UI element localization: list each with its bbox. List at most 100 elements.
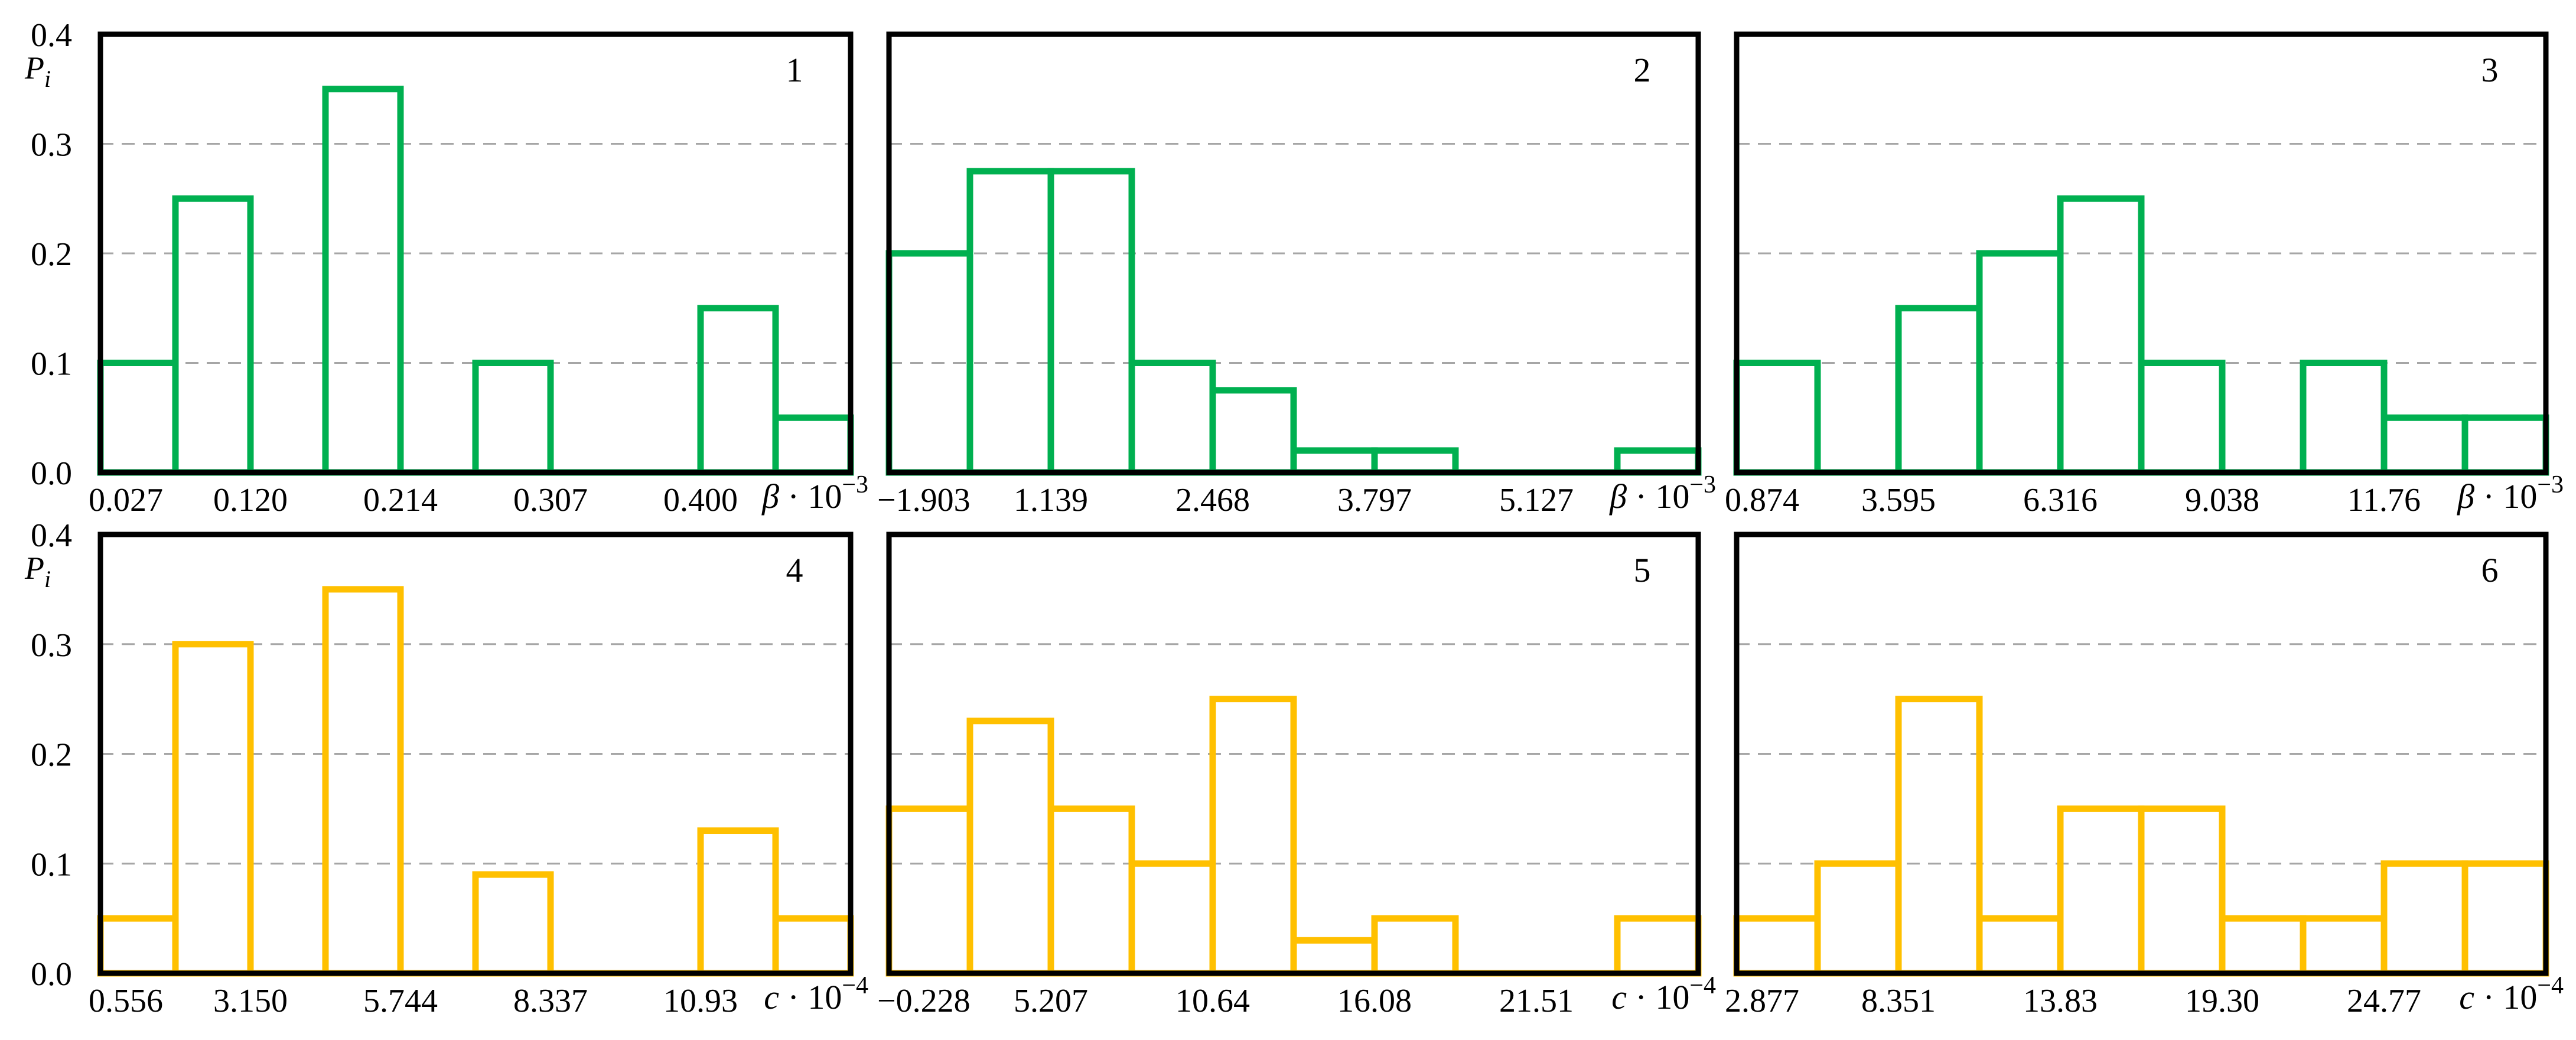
x-tick-label: −0.228	[877, 983, 971, 1019]
plot-frame	[97, 532, 854, 976]
y-tick-label: 0.4	[31, 517, 72, 554]
x-tick-label: 9.038	[2185, 482, 2259, 519]
plot-frame	[1734, 31, 2549, 475]
y-tick-label: 0.3	[31, 127, 72, 164]
x-tick-label: 0.400	[663, 482, 738, 519]
plot-frame	[886, 31, 1701, 475]
histogram-bar	[1290, 937, 1378, 977]
y-tick-label: 0.1	[31, 846, 72, 883]
x-axis-label: c · 10−4	[1611, 972, 1716, 1016]
histogram-bar	[2380, 414, 2468, 476]
x-tick-label: 5.744	[363, 983, 438, 1019]
y-axis-label: Pi	[24, 550, 51, 592]
histogram-bar	[322, 86, 404, 476]
x-tick-label: 8.351	[1861, 983, 1936, 1019]
x-axis-label: c · 10−4	[2459, 972, 2564, 1016]
histogram-bar	[172, 195, 254, 476]
y-tick-label: 0.4	[31, 17, 72, 54]
histogram-bar	[2380, 860, 2468, 977]
x-axis-label: β · 10−3	[2457, 471, 2564, 516]
histogram-bar	[1614, 915, 1702, 977]
x-axis-label: β · 10−3	[1609, 471, 1716, 516]
panel-number: 5	[1634, 551, 1651, 589]
histogram-bar	[1733, 915, 1821, 977]
histogram-bar	[472, 871, 554, 977]
x-tick-label: 19.30	[2185, 983, 2259, 1019]
histogram-bar	[2057, 805, 2145, 977]
y-tick-label: 0.0	[31, 455, 72, 492]
y-tick-label: 0.2	[31, 236, 72, 273]
x-tick-label: 16.08	[1337, 983, 1412, 1019]
histogram-bar	[2138, 360, 2226, 476]
x-tick-label: 11.76	[2347, 482, 2421, 519]
histogram-bar	[966, 718, 1054, 977]
x-tick-label: 5.207	[1014, 983, 1088, 1019]
histogram-panel-6: 6 2.877 8.351 13.83 19.30 24.77 c · 10−4	[1725, 532, 2564, 1019]
y-axis-row-1: 0.0 0.1 0.2 0.3 0.4Pi	[24, 17, 72, 492]
x-tick-label: 0.307	[513, 482, 588, 519]
histogram-bar	[697, 305, 779, 476]
histogram-bar	[966, 168, 1054, 476]
histogram-panel-2: 2 −1.903 1.139 2.468 3.797 5.127 β · 10−3	[877, 31, 1716, 519]
x-tick-label: 21.51	[1499, 983, 1574, 1019]
histogram-bar	[1128, 360, 1216, 476]
histogram-bar	[1614, 447, 1702, 476]
x-tick-label: 8.337	[513, 983, 588, 1019]
panel-number: 2	[1634, 51, 1651, 89]
histogram-bar	[885, 805, 973, 977]
histogram-bar	[172, 641, 254, 977]
x-tick-label: 13.83	[2023, 983, 2098, 1019]
histogram-bar	[2057, 195, 2145, 476]
x-axis-label: c · 10−4	[764, 972, 868, 1016]
histogram-bar	[2461, 414, 2549, 476]
x-tick-label: 1.139	[1014, 482, 1088, 519]
y-tick-label: 0.2	[31, 737, 72, 774]
x-tick-label: 3.797	[1337, 482, 1412, 519]
y-axis-row-2: 0.0 0.1 0.2 0.3 0.4Pi	[24, 517, 72, 993]
plot-frame	[886, 532, 1701, 976]
histogram-bar	[97, 915, 179, 977]
histogram-bar	[97, 360, 179, 476]
x-tick-label: 3.150	[213, 983, 288, 1019]
histogram-bar	[1814, 860, 1902, 977]
panel-number: 6	[2481, 551, 2499, 589]
histogram-panel-5: 5 −0.228 5.207 10.64 16.08 21.51 c · 10−4	[877, 532, 1716, 1019]
histogram-bar	[1976, 915, 2064, 977]
histogram-panel-3: 3 0.874 3.595 6.316 9.038 11.76 β · 10−3	[1725, 31, 2564, 519]
histogram-bar	[1128, 860, 1216, 977]
x-tick-label: 2.468	[1175, 482, 1250, 519]
histogram-bar	[2300, 915, 2388, 977]
histogram-bar	[1047, 168, 1135, 476]
histogram-bar	[772, 915, 854, 977]
y-tick-label: 0.0	[31, 956, 72, 993]
histogram-bar	[2461, 860, 2549, 977]
histogram-bar	[2138, 805, 2226, 977]
histogram-bar	[772, 414, 854, 476]
y-tick-label: 0.3	[31, 627, 72, 664]
panel-number: 1	[786, 51, 803, 89]
histogram-bar	[1371, 447, 1459, 476]
x-tick-label: −1.903	[877, 482, 971, 519]
histogram-bar	[1209, 387, 1297, 476]
x-tick-label: 0.556	[89, 983, 163, 1019]
panel-number: 4	[786, 551, 803, 589]
histogram-bar	[697, 827, 779, 977]
histogram-bar	[1895, 696, 1983, 977]
histogram-bar	[1371, 915, 1459, 977]
x-tick-label: 0.120	[213, 482, 288, 519]
x-tick-label: 2.877	[1725, 983, 1799, 1019]
panel-number: 3	[2481, 51, 2499, 89]
x-tick-label: 0.027	[89, 482, 163, 519]
histogram-panel-1: 1 0.027 0.120 0.214 0.307 0.400 β · 10−3	[89, 31, 868, 519]
x-tick-label: 24.77	[2347, 983, 2421, 1019]
histogram-bar	[1290, 447, 1378, 476]
x-tick-label: 0.874	[1725, 482, 1799, 519]
histogram-bar	[472, 360, 554, 476]
x-tick-label: 0.214	[363, 482, 438, 519]
x-axis-label: β · 10−3	[761, 471, 868, 516]
histogram-panel-4: 4 0.556 3.150 5.744 8.337 10.93 c · 10−4	[89, 532, 868, 1019]
plot-frame	[1734, 532, 2549, 976]
x-tick-label: 10.64	[1175, 983, 1250, 1019]
histogram-bar	[1209, 696, 1297, 977]
